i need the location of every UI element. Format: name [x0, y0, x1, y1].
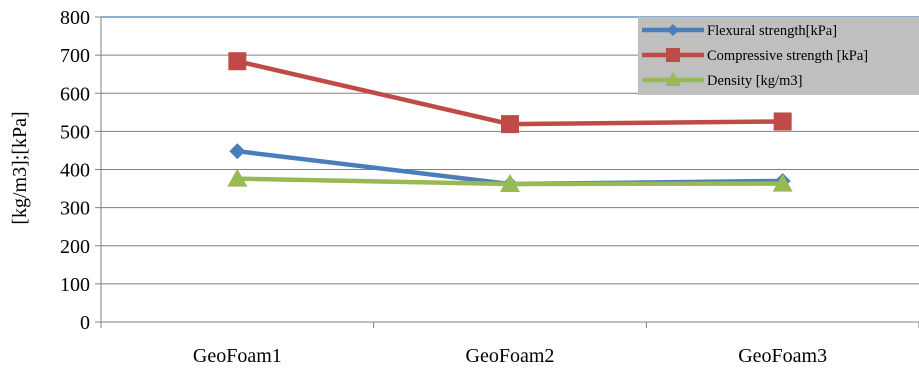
- data-point: [500, 173, 520, 192]
- y-tick-label: 0: [80, 312, 90, 334]
- legend-marker: [666, 48, 680, 62]
- y-tick-label: 500: [60, 121, 90, 143]
- series-3: [227, 168, 793, 192]
- axis-layer: 0 100 200 300 400 500 600 700 800 GeoFoam1 GeoFoam…: [60, 7, 919, 367]
- data-point: [228, 52, 247, 71]
- y-tick-label: 800: [60, 7, 90, 29]
- y-axis-label: [kg/m3];[kPa]: [9, 111, 31, 224]
- y-tick-label: 100: [60, 274, 90, 296]
- legend-marker: [665, 72, 681, 86]
- y-tick-label: 200: [60, 236, 90, 258]
- x-tick-label: GeoFoam1: [193, 345, 282, 367]
- data-point: [772, 173, 793, 192]
- series-layer: [227, 52, 793, 192]
- legend: Flexural strength[kPa] Compressive streng…: [638, 17, 919, 95]
- data-point: [501, 115, 519, 134]
- legend-label: Density [kg/m3]: [707, 73, 802, 89]
- legend-label: Compressive strength [kPa]: [707, 48, 868, 64]
- y-tick-label: 300: [60, 198, 90, 220]
- legend-label: Flexural strength[kPa]: [707, 23, 837, 39]
- legend-marker: [667, 24, 679, 36]
- y-tick-label: 600: [60, 83, 90, 105]
- series-2: [228, 52, 792, 134]
- data-point: [229, 143, 246, 160]
- y-tick-label: 700: [60, 45, 90, 67]
- data-point: [227, 168, 248, 187]
- x-tick-label: GeoFoam2: [466, 345, 555, 367]
- data-point: [773, 112, 792, 131]
- y-tick-label: 400: [60, 160, 90, 182]
- x-tick-label: GeoFoam3: [738, 345, 827, 367]
